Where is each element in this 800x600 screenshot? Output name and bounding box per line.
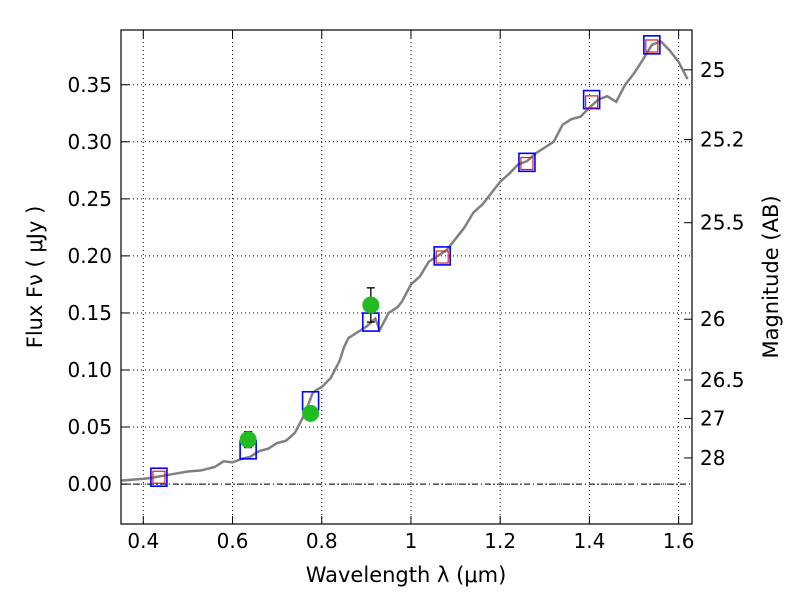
x-tick-label: 0.8 [306,529,338,553]
y2-tick-label: 26 [700,307,725,331]
red-square-marker [585,95,599,109]
red-square-marker [520,156,534,171]
y2-tick-label: 25.2 [700,128,745,152]
blue-square-marker [643,35,661,55]
y2-tick-label: 27 [700,406,725,430]
y2-tick-label: 26.5 [700,368,745,392]
blue-square-marker [433,246,451,266]
x-tick-label: 1.2 [484,529,516,553]
red-square-marker [152,470,166,484]
y2-tick-label: 25.5 [700,211,745,235]
x-tick-label: 0.4 [127,529,159,553]
y2-axis-label: Magnitude (AB) [759,195,783,358]
green-circle-marker [239,431,257,449]
x-tick-label: 0.6 [217,529,249,553]
y2-tick-label: 28 [700,446,725,470]
x-axis-label: Wavelength λ (μm) [306,563,507,587]
x-tick-label: 1 [405,529,418,553]
y-tick-label: 0.05 [67,415,112,439]
grid-lines [121,30,692,524]
spectrum-line [121,39,689,482]
y-axis-label: Flux Fν ( μJy ) [23,206,47,349]
green-circle-marker [362,296,380,314]
y-tick-label: 0.10 [67,358,112,382]
green-circle-marker [302,404,320,422]
blue-square-marker [150,467,168,488]
blue-square-marker [518,152,536,173]
x-tick-label: 1.4 [573,529,605,553]
y-tick-label: 0.00 [67,472,112,496]
ticks: 0.4 0.6 0.8 1 1.2 1.4 1.6 0.00 0.05 0.10 0.15 0.20 0… [67,30,745,553]
plot-frame [120,29,693,525]
y-tick-label: 0.20 [67,244,112,268]
red-square-marker [645,39,659,53]
y-tick-label: 0.35 [67,73,112,97]
axes [120,29,693,525]
y-tick-label: 0.25 [67,187,112,211]
y2-tick-label: 25 [700,58,725,82]
red-square-marker [435,250,449,264]
blue-square-marker [582,89,601,110]
y-tick-label: 0.30 [67,130,112,154]
plot-area [121,35,689,488]
y-tick-label: 0.15 [67,301,112,325]
x-tick-label: 1.6 [663,529,695,553]
